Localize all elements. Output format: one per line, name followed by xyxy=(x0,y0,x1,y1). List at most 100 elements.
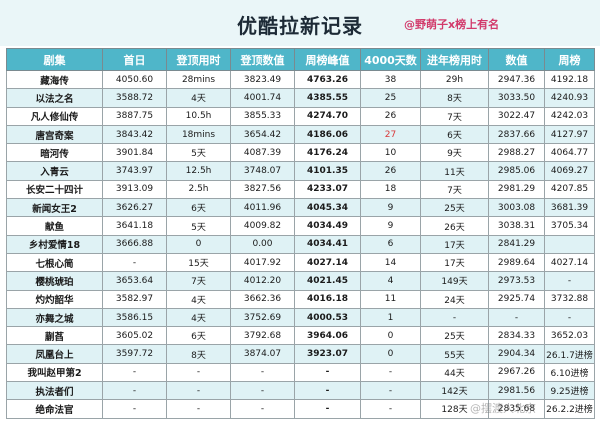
cell-year-time: 17天 xyxy=(420,252,489,273)
cell-name: 唐宫奇案 xyxy=(6,124,103,145)
cell-year-time: 7天 xyxy=(420,179,489,200)
table-row: 暗河传 3901.84 5天 4087.39 4176.24 10 9天 2988.27 406… xyxy=(6,143,595,163)
cell-4000-days: 26 xyxy=(360,106,421,126)
cell-first-day: 3666.88 xyxy=(102,234,167,254)
cell-first-day: - xyxy=(102,381,167,401)
cell-4000-days: 4 xyxy=(360,271,421,291)
cell-value: 2981.29 xyxy=(488,179,545,200)
cell-top-time: 5天 xyxy=(166,143,231,163)
col-header-top-value: 登顶数值 xyxy=(230,48,295,71)
col-header-year-time: 进年榜用时 xyxy=(420,48,489,71)
cell-year-time: 17天 xyxy=(420,234,489,254)
table-body: 藏海传 4050.60 28mins 3823.49 4763.26 38 29h 2947.… xyxy=(6,69,595,419)
cell-value: 2967.26 xyxy=(488,362,545,383)
cell-name: 七根心简 xyxy=(6,252,103,273)
cell-weekly: 3681.39 xyxy=(544,198,595,218)
cell-year-time: 25天 xyxy=(420,326,489,346)
cell-value: - xyxy=(488,307,545,328)
cell-weekly: 3652.03 xyxy=(544,326,595,346)
cell-top-time: 8天 xyxy=(166,344,231,364)
cell-weekly-peak: 4000.53 xyxy=(294,307,361,328)
cell-value: 2988.27 xyxy=(488,143,545,163)
cell-weekly: 3732.88 xyxy=(544,289,595,309)
cell-4000-days: 18 xyxy=(360,179,421,200)
cell-value: 2947.36 xyxy=(488,69,545,90)
cell-top-time: 7天 xyxy=(166,271,231,291)
cell-4000-days: 11 xyxy=(360,289,421,309)
table-row: 亦舞之城 3586.15 4天 3752.69 4000.53 1- - - xyxy=(6,307,595,328)
cell-first-day: 3901.84 xyxy=(102,143,167,163)
cell-4000-days: 38 xyxy=(360,69,421,90)
cell-weekly-peak: 4016.18 xyxy=(294,289,361,309)
table-row: 我叫赵甲第2- - - - -44天 2967.26 6.10进榜 xyxy=(6,362,595,383)
cell-year-time: 55天 xyxy=(420,344,489,364)
cell-top-value: 3874.07 xyxy=(230,344,295,364)
table-row: 绝命法官 - - - - -128天 2835.68 26.2.2进榜 xyxy=(6,399,595,419)
cell-value: 2841.29 xyxy=(488,234,545,254)
cell-4000-days: 26 xyxy=(360,161,421,181)
cell-year-time: 149天 xyxy=(420,271,489,291)
cell-weekly-peak: 4034.41 xyxy=(294,234,361,254)
cell-top-value: 3662.36 xyxy=(230,289,295,309)
cell-year-time: 29h xyxy=(420,69,489,90)
cell-name: 长安二十四计 xyxy=(6,179,103,200)
cell-4000-days: 0 xyxy=(360,344,421,364)
cell-first-day: - xyxy=(102,399,167,419)
cell-weekly-peak: 4021.45 xyxy=(294,271,361,291)
cell-name: 新闻女王2 xyxy=(6,198,103,218)
cell-weekly-peak: 4034.49 xyxy=(294,216,361,236)
cell-top-value: 3827.56 xyxy=(230,179,295,200)
cell-4000-days: - xyxy=(360,399,421,419)
cell-name: 入青云 xyxy=(6,161,103,181)
cell-top-time: 2.5h xyxy=(166,179,231,200)
cell-top-value: 4012.20 xyxy=(230,271,295,291)
table-row: 唐宫奇案 3843.42 18mins 3654.42 4186.06 27 6天 2837.… xyxy=(6,124,595,145)
cell-4000-days: 6 xyxy=(360,234,421,254)
cell-4000-days: 1 xyxy=(360,307,421,328)
table-row: 以法之名 3588.72 4天 4001.74 4385.55 25 8天 3033.50 42… xyxy=(6,88,595,108)
cell-weekly-peak: 4274.70 xyxy=(294,106,361,126)
table-row: 藏海传 4050.60 28mins 3823.49 4763.26 38 29h 2947.… xyxy=(6,69,595,90)
cell-4000-days: 0 xyxy=(360,326,421,346)
cell-top-value: 0.00 xyxy=(230,234,295,254)
cell-top-time: 6天 xyxy=(166,198,231,218)
cell-value: 2904.34 xyxy=(488,344,545,364)
cell-top-value: 4001.74 xyxy=(230,88,295,108)
cell-year-time: 26天 xyxy=(420,216,489,236)
cell-value: 2973.53 xyxy=(488,271,545,291)
cell-name: 乡村爱情18 xyxy=(6,234,103,254)
cell-name: 献鱼 xyxy=(6,216,103,236)
cell-top-time: 5天 xyxy=(166,216,231,236)
cell-weekly: 4027.14 xyxy=(544,252,595,273)
cell-top-value: - xyxy=(230,381,295,401)
table-row: 执法者们 - - - - -142天 2981.56 9.25进榜 xyxy=(6,381,595,401)
cell-first-day: - xyxy=(102,362,167,383)
table-row: 樱桃琥珀 3653.64 7天 4012.20 4021.45 4 149天 2973.53- xyxy=(6,271,595,291)
cell-top-time: 6天 xyxy=(166,326,231,346)
cell-top-time: 10.5h xyxy=(166,106,231,126)
cell-name: 以法之名 xyxy=(6,88,103,108)
cell-weekly: 9.25进榜 xyxy=(544,381,595,401)
cell-top-time: 28mins xyxy=(166,69,231,90)
cell-weekly: 4069.27 xyxy=(544,161,595,181)
cell-year-time: - xyxy=(420,307,489,328)
cell-name: 亦舞之城 xyxy=(6,307,103,328)
cell-first-day: 3843.42 xyxy=(102,124,167,145)
cell-weekly-peak: 4186.06 xyxy=(294,124,361,145)
cell-weekly: 26.2.2进榜 xyxy=(544,399,595,419)
table-row: 新闻女王2 3626.27 6天 4011.96 4045.34 9 25天 3003.08 3… xyxy=(6,198,595,218)
cell-name: 蒯萏 xyxy=(6,326,103,346)
cell-name: 藏海传 xyxy=(6,69,103,90)
table-row: 乡村爱情18 3666.88 0 0.00 4034.41 6 17天 2841.29 xyxy=(6,234,595,254)
cell-first-day: 3586.15 xyxy=(102,307,167,328)
cell-4000-days: 9 xyxy=(360,216,421,236)
cell-top-value: - xyxy=(230,362,295,383)
cell-year-time: 11天 xyxy=(420,161,489,181)
cell-weekly-peak: 4027.14 xyxy=(294,252,361,273)
cell-top-time: 4天 xyxy=(166,307,231,328)
cell-weekly-peak: - xyxy=(294,399,361,419)
table-row: 七根心简 -15天 4017.92 4027.14 14 17天 2989.64 4027.1… xyxy=(6,252,595,273)
cell-weekly-peak: 4176.24 xyxy=(294,143,361,163)
cell-weekly: 4127.97 xyxy=(544,124,595,145)
cell-name: 执法者们 xyxy=(6,381,103,401)
